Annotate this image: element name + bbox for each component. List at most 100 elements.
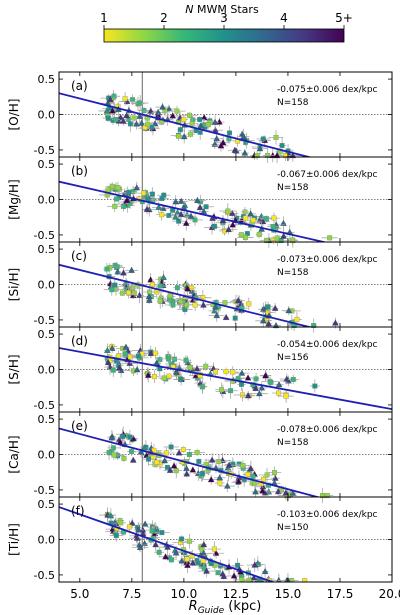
star-triangle	[275, 381, 283, 388]
star-square	[118, 520, 124, 526]
y-tick-label: 0.5	[38, 158, 56, 171]
star-triangle	[230, 572, 238, 579]
star-triangle	[133, 366, 141, 373]
panel-label: (a)	[71, 79, 88, 93]
star-square	[311, 323, 317, 329]
star-triangle	[107, 512, 115, 519]
n-annotation: N=158	[277, 183, 309, 193]
star-square	[110, 367, 116, 373]
star-square	[187, 112, 192, 118]
x-tick-label: 7.5	[122, 587, 141, 601]
star-square	[235, 562, 241, 568]
star-triangle	[229, 221, 237, 228]
star-square	[279, 143, 285, 148]
star-triangle	[177, 197, 185, 204]
star-triangle	[240, 133, 247, 140]
star-triangle	[172, 213, 179, 220]
panel-d: 0.5 0.0 -0.5 [S/H] (d) -0.054±0.006 dex/kpc N=…	[7, 326, 393, 413]
star-triangle	[128, 519, 136, 526]
star-triangle	[144, 371, 152, 378]
star-square	[183, 357, 189, 363]
star-triangle	[203, 567, 210, 574]
star-square	[127, 200, 133, 206]
star-triangle	[155, 203, 162, 210]
star-triangle	[280, 219, 287, 226]
star-square	[200, 471, 205, 476]
star-square	[194, 450, 200, 455]
star-square	[121, 455, 127, 461]
star-triangle	[189, 559, 197, 566]
n-annotation: N=158	[277, 268, 309, 278]
y-axis-label: [Ca/H]	[7, 435, 21, 473]
x-axis: 5.0 7.5 10.0 12.5 15.0 17.5 20.0	[70, 587, 400, 601]
star-triangle	[271, 304, 279, 311]
star-square	[106, 450, 112, 455]
star-square	[166, 212, 172, 218]
star-triangle	[220, 572, 228, 579]
star-square	[120, 434, 125, 439]
star-triangle	[162, 553, 169, 560]
star-square	[240, 392, 245, 398]
star-square	[290, 377, 296, 382]
star-square	[130, 97, 135, 103]
star-square	[216, 459, 222, 464]
colorbar-ticks	[103, 25, 345, 29]
x-axis-label-sub: Guide	[198, 606, 225, 615]
star-triangle	[272, 474, 279, 481]
star-square	[320, 493, 326, 499]
colorbar-tick-labels: 1 2 3 4 5+	[100, 11, 353, 25]
star-triangle	[283, 375, 291, 382]
star-square	[112, 203, 118, 209]
star-triangle	[247, 465, 255, 472]
star-square	[196, 458, 202, 464]
star-triangle	[152, 541, 159, 548]
star-square	[126, 290, 132, 296]
star-triangle	[247, 210, 254, 217]
y-tick-label: -0.5	[34, 569, 55, 582]
colorbar-gradient	[103, 28, 345, 43]
star-triangle	[133, 184, 140, 191]
star-square	[149, 191, 155, 197]
panel-label: (f)	[71, 504, 85, 518]
panel-e: 0.5 0.0 -0.5 [Ca/H] (e) -0.078±0.006 dex/kpc N…	[7, 411, 393, 504]
star-square	[152, 350, 158, 356]
star-triangle	[256, 145, 264, 152]
star-square	[114, 264, 120, 270]
star-triangle	[222, 313, 230, 320]
star-square	[177, 127, 183, 133]
star-triangle	[280, 232, 287, 239]
star-triangle	[208, 456, 216, 463]
x-tick-label: 5.0	[70, 587, 89, 601]
star-triangle	[151, 120, 159, 127]
data-points	[98, 507, 308, 582]
star-square	[243, 215, 249, 221]
x-tick-label: 15.0	[275, 587, 302, 601]
star-square	[109, 183, 115, 189]
star-square	[253, 376, 259, 382]
panel-label: (d)	[71, 334, 88, 348]
star-triangle	[173, 369, 180, 376]
star-triangle	[172, 198, 179, 205]
star-triangle	[108, 434, 116, 441]
n-annotation: N=158	[277, 98, 309, 108]
star-triangle	[260, 305, 267, 312]
n-annotation: N=150	[277, 523, 309, 533]
y-axis-label: [Mg/H]	[7, 179, 21, 219]
star-triangle	[285, 307, 292, 314]
star-square	[149, 282, 155, 287]
star-triangle	[207, 476, 215, 483]
colorbar-tick-label: 5+	[335, 11, 353, 25]
star-triangle	[235, 477, 242, 484]
star-triangle	[244, 392, 252, 399]
star-square	[146, 456, 152, 462]
star-triangle	[211, 118, 219, 125]
star-square	[246, 577, 252, 582]
star-square	[159, 530, 165, 536]
star-square	[115, 185, 121, 191]
star-triangle	[183, 470, 191, 477]
star-square	[272, 470, 278, 475]
star-triangle	[141, 540, 148, 547]
star-square	[203, 204, 209, 210]
data-points	[98, 89, 302, 164]
star-square	[174, 285, 180, 291]
